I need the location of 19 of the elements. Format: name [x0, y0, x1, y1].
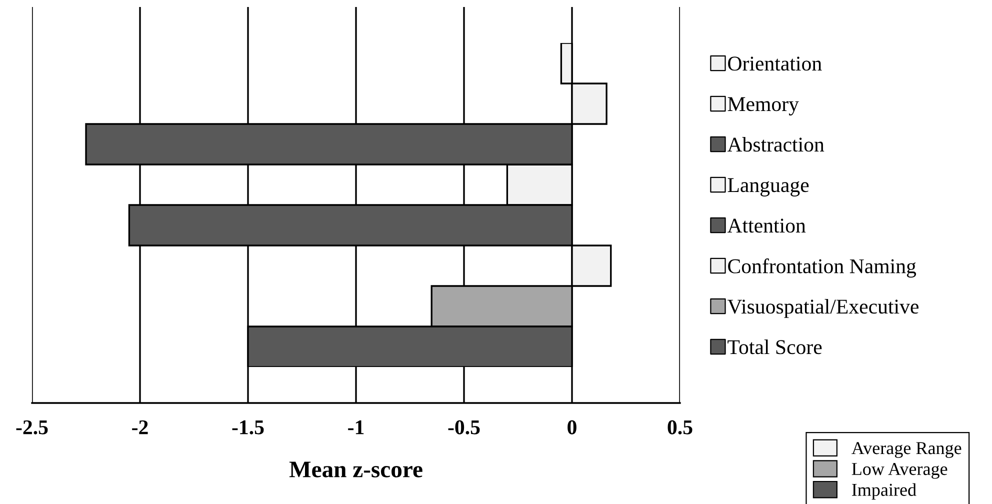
- x-tick-label: -1.5: [232, 420, 264, 434]
- x-tick-label: 0: [568, 420, 576, 434]
- x-tick-label: -0.5: [448, 420, 480, 434]
- legend-label: Impaired: [852, 483, 916, 500]
- y-tick-label: Abstraction: [727, 137, 824, 152]
- y-tick-label: Language: [728, 178, 809, 196]
- x-tick-label: -1: [348, 420, 364, 434]
- y-tick-label: Total Score: [728, 340, 822, 354]
- y-tick-label: Attention: [727, 218, 806, 233]
- legend-label: Average Range: [852, 442, 962, 458]
- y-tick-label: Orientation: [728, 56, 822, 71]
- x-axis-title: Mean z-score: [289, 462, 422, 478]
- x-tick-label: 0.5: [668, 420, 692, 434]
- x-tick-label: -2.5: [16, 420, 48, 434]
- y-tick-label: Confrontation Naming: [728, 258, 916, 278]
- x-tick-label: -2: [132, 420, 148, 434]
- legend-label: Low Average: [852, 462, 948, 479]
- y-tick-label: Memory: [728, 97, 799, 116]
- y-tick-label: Visuospatial/Executive: [727, 299, 918, 318]
